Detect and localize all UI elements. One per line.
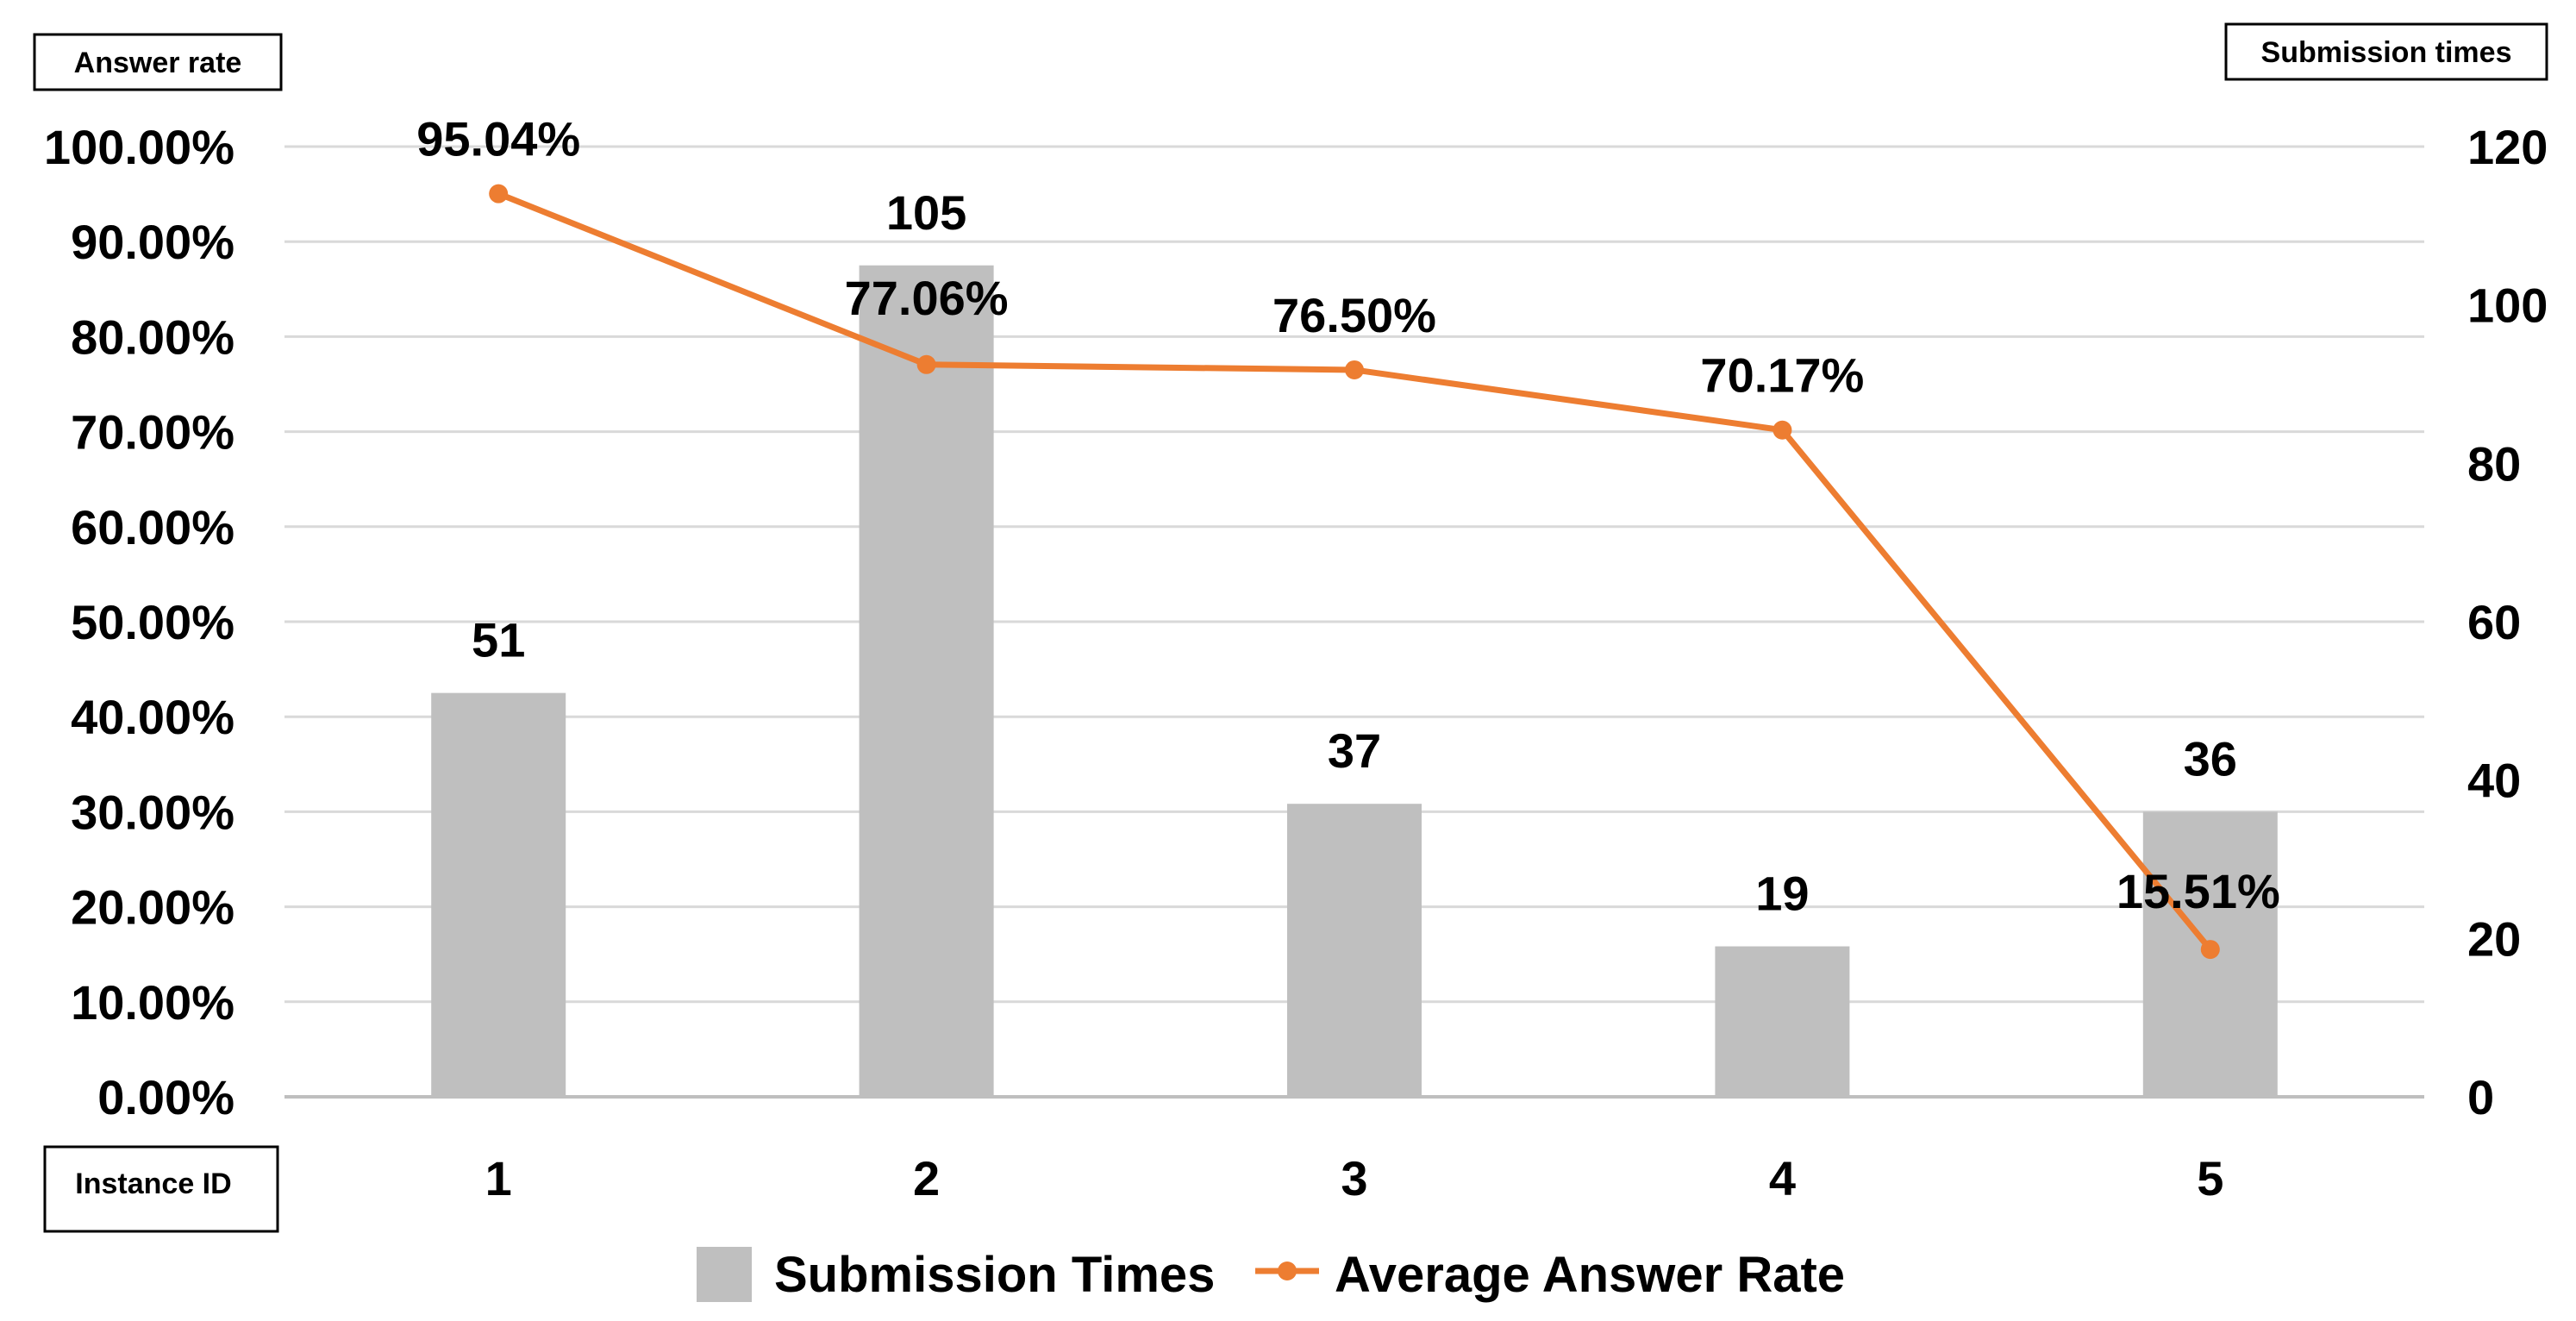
y-left-title: Answer rate bbox=[74, 47, 242, 79]
bar bbox=[859, 265, 994, 1097]
line-marker bbox=[489, 184, 509, 203]
line-data-label: 70.17% bbox=[1700, 348, 1864, 403]
right-tick-label: 60 bbox=[2467, 595, 2521, 649]
bar-series bbox=[431, 265, 2278, 1097]
line-series bbox=[489, 184, 2220, 960]
bar-data-label: 105 bbox=[886, 185, 966, 240]
line-data-label: 76.50% bbox=[1272, 288, 1436, 342]
line-data-label: 95.04% bbox=[416, 112, 580, 166]
left-tick-label: 50.00% bbox=[71, 595, 234, 649]
left-tick-label: 100.00% bbox=[44, 120, 234, 174]
left-tick-label: 90.00% bbox=[71, 215, 234, 269]
legend-marker-average-answer-rate bbox=[1278, 1262, 1297, 1280]
x-axis-title-box: Instance ID bbox=[43, 1145, 279, 1233]
left-axis-ticks: 0.00% 10.00% 20.00% 30.00% 40.00% 50.00% 60.00… bbox=[44, 120, 234, 1124]
line-marker bbox=[1345, 360, 1364, 379]
bar bbox=[431, 692, 566, 1097]
line-marker bbox=[916, 354, 936, 374]
x-axis-title: Instance ID bbox=[75, 1168, 231, 1200]
legend: Submission Times Average Answer Rate bbox=[697, 1247, 1845, 1303]
left-tick-label: 60.00% bbox=[71, 500, 234, 554]
legend-swatch-submission-times bbox=[697, 1247, 752, 1302]
x-tick-label: 3 bbox=[1341, 1151, 1367, 1205]
x-tick-label: 2 bbox=[913, 1151, 940, 1205]
x-tick-label: 5 bbox=[2197, 1151, 2223, 1205]
bar bbox=[1287, 804, 1422, 1097]
left-tick-label: 0.00% bbox=[97, 1070, 234, 1124]
right-tick-label: 80 bbox=[2467, 436, 2521, 491]
bar-data-label: 37 bbox=[1328, 723, 1381, 778]
left-tick-label: 80.00% bbox=[71, 310, 234, 364]
gridlines bbox=[284, 145, 2424, 1099]
right-tick-label: 100 bbox=[2467, 279, 2548, 333]
right-tick-label: 40 bbox=[2467, 754, 2521, 808]
line-marker bbox=[1773, 420, 1792, 440]
right-tick-label: 0 bbox=[2467, 1070, 2494, 1124]
x-axis-ticks: 1 2 3 4 5 bbox=[485, 1151, 2224, 1205]
line-data-label: 15.51% bbox=[2116, 864, 2280, 918]
left-tick-label: 40.00% bbox=[71, 690, 234, 744]
left-tick-label: 70.00% bbox=[71, 405, 234, 460]
left-tick-label: 30.00% bbox=[71, 785, 234, 839]
bar-data-labels: 51 105 37 19 36 bbox=[472, 185, 2237, 921]
bar-data-label: 51 bbox=[472, 613, 525, 667]
line-data-label: 77.06% bbox=[845, 271, 1009, 325]
y-right-title-box: Submission times bbox=[2224, 22, 2548, 81]
line-data-labels: 95.04% 77.06% 76.50% 70.17% 15.51% bbox=[416, 112, 2280, 918]
bar-data-label: 19 bbox=[1755, 867, 1809, 921]
legend-label-submission-times: Submission Times bbox=[774, 1247, 1215, 1303]
bar bbox=[1715, 946, 1850, 1097]
x-tick-label: 1 bbox=[485, 1151, 512, 1205]
bar-data-label: 36 bbox=[2184, 731, 2237, 786]
right-tick-label: 20 bbox=[2467, 911, 2521, 966]
left-tick-label: 10.00% bbox=[71, 975, 234, 1030]
right-tick-label: 120 bbox=[2467, 120, 2548, 174]
legend-label-average-answer-rate: Average Answer Rate bbox=[1335, 1247, 1845, 1303]
right-axis-ticks: 0 20 40 60 80 100 120 bbox=[2467, 120, 2548, 1124]
line-marker bbox=[2200, 940, 2220, 960]
y-right-title: Submission times bbox=[2261, 36, 2512, 69]
y-left-title-box: Answer rate bbox=[33, 33, 283, 91]
left-tick-label: 20.00% bbox=[71, 880, 234, 935]
x-tick-label: 4 bbox=[1769, 1151, 1796, 1205]
